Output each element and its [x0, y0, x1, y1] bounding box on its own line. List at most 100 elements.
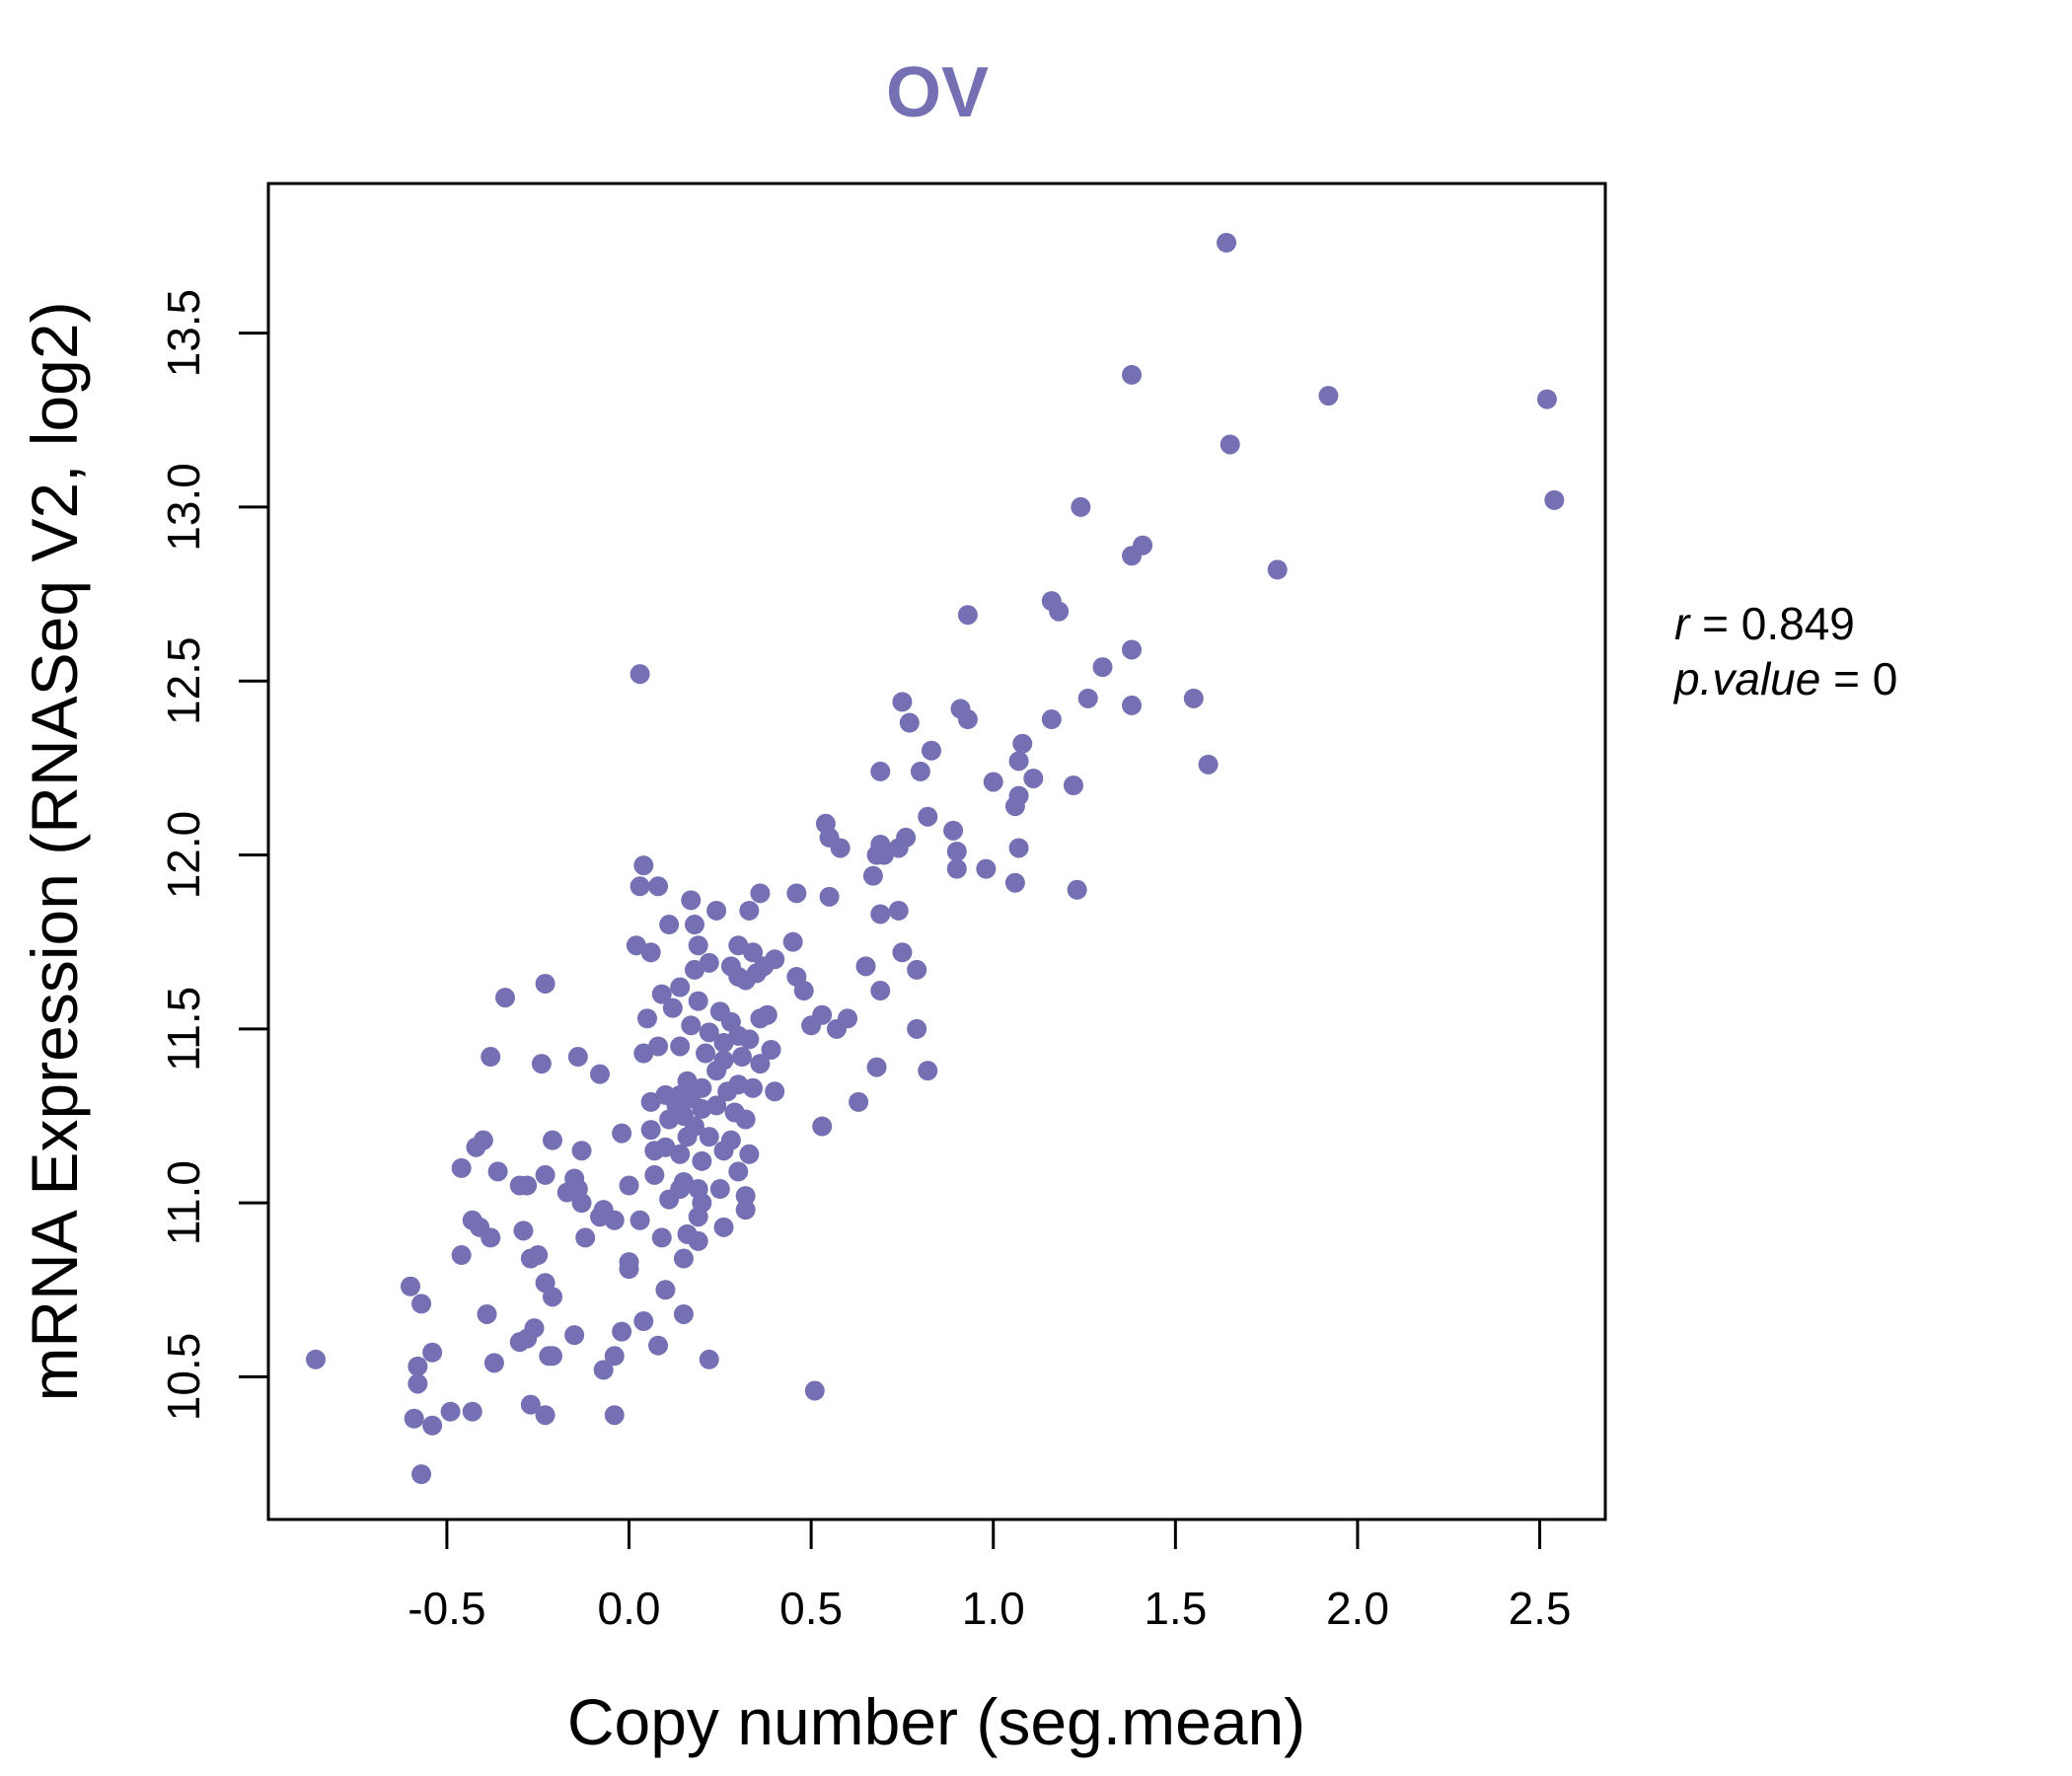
correlation-stats: r = 0.849 p.value = 0 — [1672, 598, 1897, 704]
data-point — [692, 1098, 712, 1119]
r-value: 0.849 — [1741, 598, 1855, 649]
data-point — [1217, 232, 1237, 253]
data-point — [765, 1081, 785, 1102]
data-point — [1049, 601, 1070, 622]
data-point — [957, 605, 978, 626]
data-point — [487, 1161, 508, 1182]
data-point — [855, 956, 876, 977]
data-point — [804, 1380, 825, 1401]
data-point — [692, 1150, 712, 1171]
data-point — [1122, 639, 1143, 660]
data-point — [699, 1127, 719, 1147]
data-point — [1198, 754, 1219, 775]
data-point — [1122, 364, 1143, 385]
data-point — [411, 1294, 432, 1314]
data-point — [688, 935, 708, 956]
data-point — [750, 1008, 771, 1029]
data-point — [670, 977, 691, 998]
data-point — [743, 942, 764, 963]
data-point — [743, 1077, 764, 1098]
data-point — [400, 1276, 420, 1296]
x-tick-label: 0.0 — [598, 1583, 661, 1634]
data-point — [946, 858, 967, 879]
data-point — [494, 988, 515, 1008]
data-point — [539, 1346, 559, 1367]
data-point — [633, 855, 654, 876]
data-point — [862, 865, 883, 886]
chart-title: OV — [886, 53, 989, 132]
data-point — [983, 772, 1003, 792]
data-point — [673, 1303, 694, 1324]
data-point — [735, 970, 756, 991]
data-point — [713, 1032, 734, 1053]
data-point — [1092, 657, 1113, 678]
data-point — [801, 1015, 822, 1036]
data-point — [571, 1193, 592, 1214]
data-point — [870, 981, 891, 1001]
plot-frame — [266, 182, 1607, 1521]
data-point — [696, 1043, 716, 1064]
data-point — [655, 1280, 676, 1300]
y-tick-label: 12.0 — [158, 811, 209, 900]
data-point — [750, 883, 771, 904]
data-point — [629, 876, 650, 897]
data-point — [892, 942, 913, 963]
data-point — [688, 1207, 708, 1227]
data-point — [717, 1081, 738, 1102]
data-point — [673, 1248, 694, 1269]
p-symbol: p.value — [1672, 653, 1820, 704]
data-point — [422, 1415, 443, 1436]
data-point — [644, 1164, 665, 1185]
data-point — [451, 1245, 472, 1266]
data-point — [567, 1047, 588, 1068]
data-point — [1267, 559, 1288, 580]
data-point — [921, 740, 941, 761]
data-point — [750, 1054, 771, 1074]
p-value: 0 — [1873, 653, 1898, 704]
data-point — [1544, 489, 1565, 510]
data-point — [612, 1321, 632, 1342]
data-point — [735, 1200, 756, 1221]
data-point — [731, 1047, 752, 1068]
data-point — [633, 1311, 654, 1332]
r-equals: = — [1702, 598, 1729, 649]
data-point — [706, 900, 727, 921]
data-point — [535, 1405, 555, 1426]
data-point — [520, 1248, 541, 1269]
data-point — [659, 915, 680, 935]
x-tick-label: 2.5 — [1509, 1583, 1572, 1634]
data-point — [411, 1464, 432, 1485]
data-point — [706, 1061, 727, 1081]
y-axis-label: mRNA Expression (RNASeq V2, log2) — [18, 301, 91, 1401]
data-point — [688, 1230, 708, 1251]
data-point — [907, 1018, 927, 1039]
data-point — [681, 1015, 702, 1036]
data-point — [535, 1164, 555, 1185]
data-point — [462, 1401, 482, 1422]
data-point — [640, 1091, 661, 1112]
x-tick-label: 2.0 — [1326, 1583, 1389, 1634]
data-point — [699, 1349, 719, 1369]
data-point — [1012, 733, 1033, 754]
data-point — [531, 1054, 552, 1074]
data-point — [728, 1161, 749, 1182]
data-point — [651, 1227, 672, 1248]
x-tick-label: 1.0 — [962, 1583, 1025, 1634]
data-point — [1008, 838, 1029, 858]
data-points — [305, 232, 1565, 1485]
data-point — [636, 1008, 657, 1029]
p-equals: = — [1833, 653, 1860, 704]
data-point — [670, 1144, 691, 1164]
data-point — [1004, 872, 1025, 893]
data-point — [1071, 496, 1091, 517]
data-point — [422, 1342, 443, 1363]
data-point — [648, 876, 669, 897]
data-point — [739, 1029, 760, 1050]
data-point — [976, 858, 997, 879]
data-point — [629, 1210, 650, 1230]
data-point — [1004, 796, 1025, 817]
data-point — [659, 1189, 680, 1210]
data-point — [542, 1287, 562, 1307]
data-point — [907, 959, 927, 980]
data-point — [407, 1373, 428, 1394]
